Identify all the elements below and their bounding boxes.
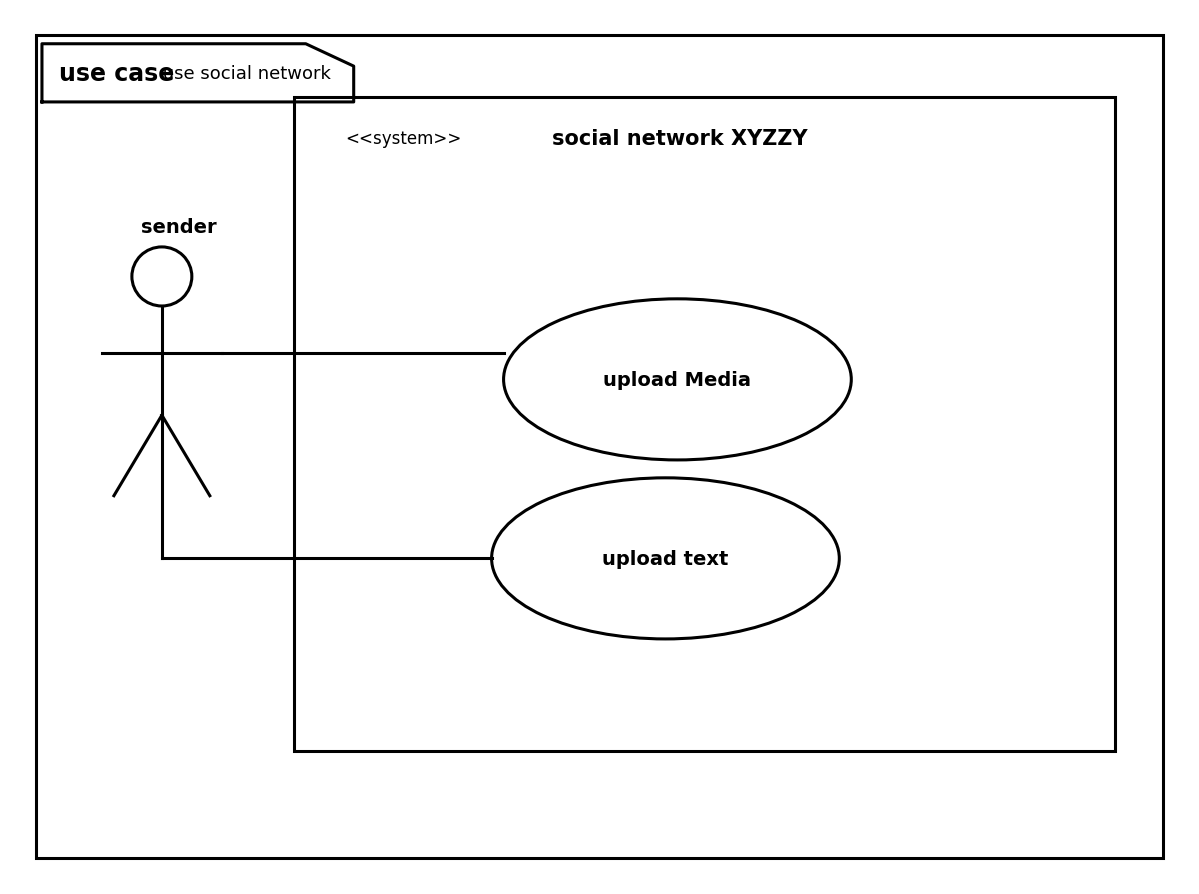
Text: <<system>>: <<system>>: [345, 130, 462, 148]
Text: social network XYZZY: social network XYZZY: [552, 129, 807, 148]
Text: use case: use case: [59, 62, 174, 86]
Text: upload text: upload text: [602, 549, 729, 569]
Text: upload Media: upload Media: [603, 370, 752, 390]
Text: sender: sender: [141, 218, 217, 237]
Text: use social network: use social network: [157, 64, 331, 83]
Ellipse shape: [504, 299, 851, 460]
Ellipse shape: [132, 248, 192, 307]
Ellipse shape: [492, 478, 839, 639]
Bar: [294, 98, 1115, 751]
